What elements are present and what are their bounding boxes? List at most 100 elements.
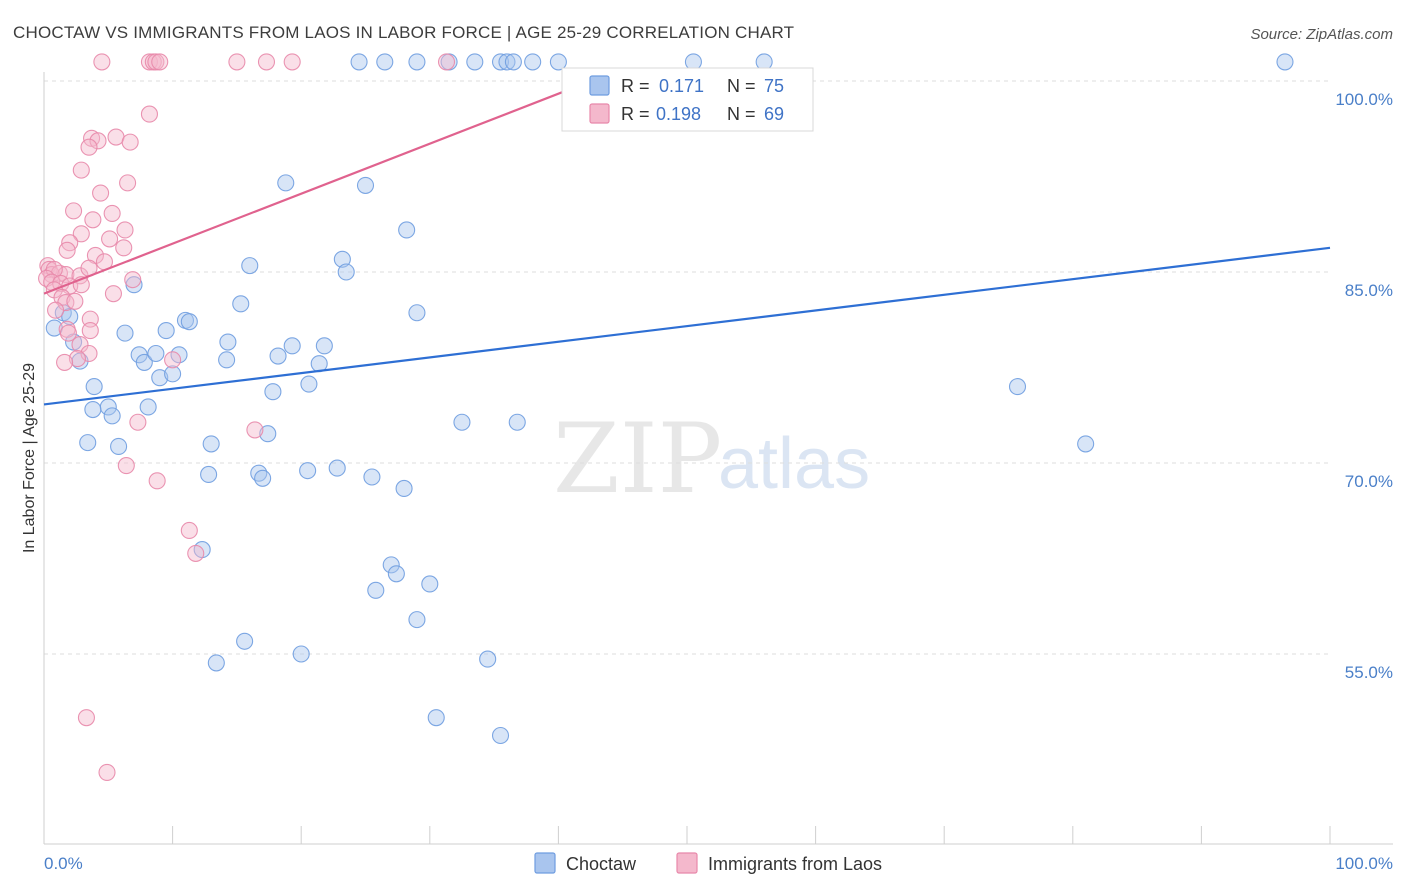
laos-point-12 [107,128,125,146]
y-axis-label: In Labor Force | Age 25-29 [21,363,38,553]
laos-trend-line [43,90,566,295]
choctaw-point-15 [398,221,416,239]
choctaw-point-7 [504,53,522,71]
choctaw-point-35 [135,353,153,371]
laos-point-62 [180,521,198,540]
choctaw-trend-line [43,246,1331,406]
laos-point-58 [129,413,147,431]
laos-point-55 [68,350,86,368]
choctaw-point-24 [61,308,79,326]
legend-n-value-laos: 69 [764,104,784,124]
bottom-legend-label-choctaw: Choctaw [566,854,637,874]
choctaw-point-25 [116,324,134,342]
laos-point-4 [151,53,169,71]
laos-point-60 [117,456,135,475]
laos-point-8 [437,53,456,71]
laos-point-61 [148,472,166,490]
choctaw-point-9 [549,53,567,71]
choctaw-point-21 [408,304,426,322]
legend-swatch-choctaw [589,75,610,96]
choctaw-point-70 [408,611,426,629]
choctaw-point-60 [299,462,317,480]
choctaw-point-57 [200,465,218,484]
laos-point-25 [115,239,133,257]
laos-point-64 [77,709,95,727]
choctaw-point-5 [491,53,510,71]
laos-point-21 [116,221,134,239]
choctaw-point-75 [427,709,445,727]
x-tick-label-max: 100.0% [1335,854,1393,873]
choctaw-point-52 [1008,378,1027,396]
laos-point-13 [121,133,139,151]
chart-title: CHOCTAW VS IMMIGRANTS FROM LAOS IN LABOR… [13,23,794,42]
laos-point-1 [140,53,159,71]
choctaw-point-6 [498,53,516,71]
legend: R = 0.171 N = 75 R = 0.198 N = 69 [561,67,814,132]
choctaw-point-16 [333,250,351,268]
choctaw-point-0 [350,53,368,71]
legend-r-value-laos: 0.198 [656,104,701,124]
laos-point-52 [81,322,99,340]
laos-point-48 [47,301,65,319]
laos-point-51 [59,324,77,342]
laos-point-3 [147,53,165,71]
choctaw-point-42 [164,365,182,383]
choctaw-point-20 [232,295,250,313]
laos-point-26 [58,241,76,259]
choctaw-point-36 [147,344,165,363]
choctaw-point-8 [524,53,542,71]
choctaw-point-14 [356,176,375,194]
choctaw-point-46 [103,407,121,425]
choctaw-point-71 [236,632,254,650]
laos-point-17 [92,184,110,202]
laos-point-59 [246,421,264,439]
choctaw-point-28 [180,313,198,331]
legend-swatch-laos [589,103,610,124]
y-tick-label-3: 55.0% [1345,663,1393,682]
gridlines [44,80,1330,655]
laos-point-18 [65,202,83,220]
laos-point-22 [72,225,90,243]
laos-point-47 [66,292,84,310]
laos-point-57 [56,353,74,371]
legend-r-value-choctaw: 0.171 [659,76,704,96]
legend-n-label-laos: N = [727,104,756,124]
choctaw-point-29 [219,333,237,351]
laos-point-7 [283,53,301,71]
laos-point-20 [84,211,102,229]
choctaw-point-59 [254,469,272,487]
trend-lines [43,90,1331,406]
choctaw-point-54 [110,437,128,455]
laos-point-9 [140,105,159,123]
choctaw-point-72 [207,654,225,672]
laos-point-56 [164,351,182,369]
laos-point-11 [89,132,107,150]
choctaw-point-53 [79,434,97,452]
laos-point-15 [72,161,90,179]
laos-point-53 [71,336,89,354]
choctaw-point-63 [395,479,413,498]
chart-source: Source: ZipAtlas.com [1250,26,1393,43]
choctaw-point-76 [491,726,510,745]
choctaw-point-55 [202,435,220,453]
choctaw-point-64 [1077,435,1095,453]
choctaw-point-13 [277,174,295,192]
laos-point-5 [228,53,246,71]
choctaw-point-66 [382,556,400,574]
bottom-legend-swatch-laos [676,852,698,874]
legend-r-label-laos: R = [621,104,650,124]
data-points [38,53,1294,781]
x-ticks [172,826,1331,844]
choctaw-point-49 [300,375,318,393]
laos-point-19 [103,204,121,222]
choctaw-point-62 [363,468,381,486]
y-tick-label-0: 100.0% [1335,90,1393,109]
choctaw-point-30 [283,337,301,355]
choctaw-point-61 [328,459,346,477]
watermark-atlas: atlas [718,424,870,504]
laos-point-14 [80,138,98,156]
choctaw-point-43 [85,378,103,396]
y-tick-label-1: 85.0% [1345,281,1393,300]
choctaw-point-50 [453,413,471,431]
x-tick-label-min: 0.0% [44,854,83,873]
